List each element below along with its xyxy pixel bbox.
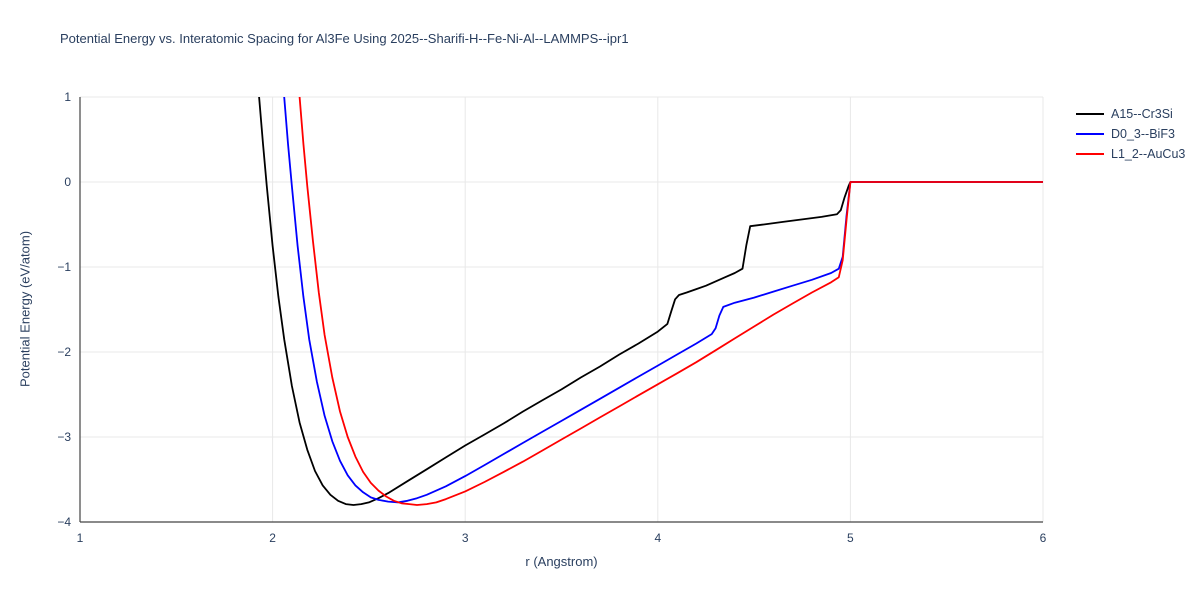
legend-line-sample (1076, 113, 1104, 115)
x-tick-label: 1 (77, 531, 84, 545)
y-tick-label: −1 (57, 260, 71, 274)
series-line-A15--Cr3Si (258, 97, 1043, 506)
y-tick-label: 0 (64, 175, 71, 189)
x-axis-label: r (Angstrom) (525, 554, 598, 569)
legend-item-l1-2-aucu3[interactable]: L1_2--AuCu3 (1076, 147, 1185, 161)
y-tick-label: −4 (57, 515, 71, 529)
legend-label: A15--Cr3Si (1111, 107, 1173, 121)
x-tick-label: 3 (462, 531, 469, 545)
y-tick-label: −3 (57, 430, 71, 444)
y-tick-label: −2 (57, 345, 71, 359)
legend-label: L1_2--AuCu3 (1111, 147, 1186, 161)
x-tick-label: 4 (654, 531, 661, 545)
series-line-D0_3--BiF3 (283, 97, 1043, 504)
y-axis-label: Potential Energy (eV/atom) (17, 230, 33, 388)
legend-item-a15-cr3si[interactable]: A15--Cr3Si (1076, 107, 1185, 121)
x-tick-label: 2 (269, 531, 276, 545)
legend-line-sample (1076, 133, 1104, 135)
legend-line-sample (1076, 153, 1104, 155)
y-tick-label: 1 (64, 90, 71, 104)
legend: A15--Cr3Si D0_3--BiF3 L1_2--AuCu3 (1076, 107, 1185, 161)
legend-item-d0-3-bif3[interactable]: D0_3--BiF3 (1076, 127, 1185, 141)
x-tick-label: 6 (1040, 531, 1047, 545)
x-tick-label: 5 (847, 531, 854, 545)
chart-title: Potential Energy vs. Interatomic Spacing… (60, 31, 629, 46)
series-line-L1_2--AuCu3 (298, 97, 1043, 506)
legend-label: D0_3--BiF3 (1111, 127, 1175, 141)
